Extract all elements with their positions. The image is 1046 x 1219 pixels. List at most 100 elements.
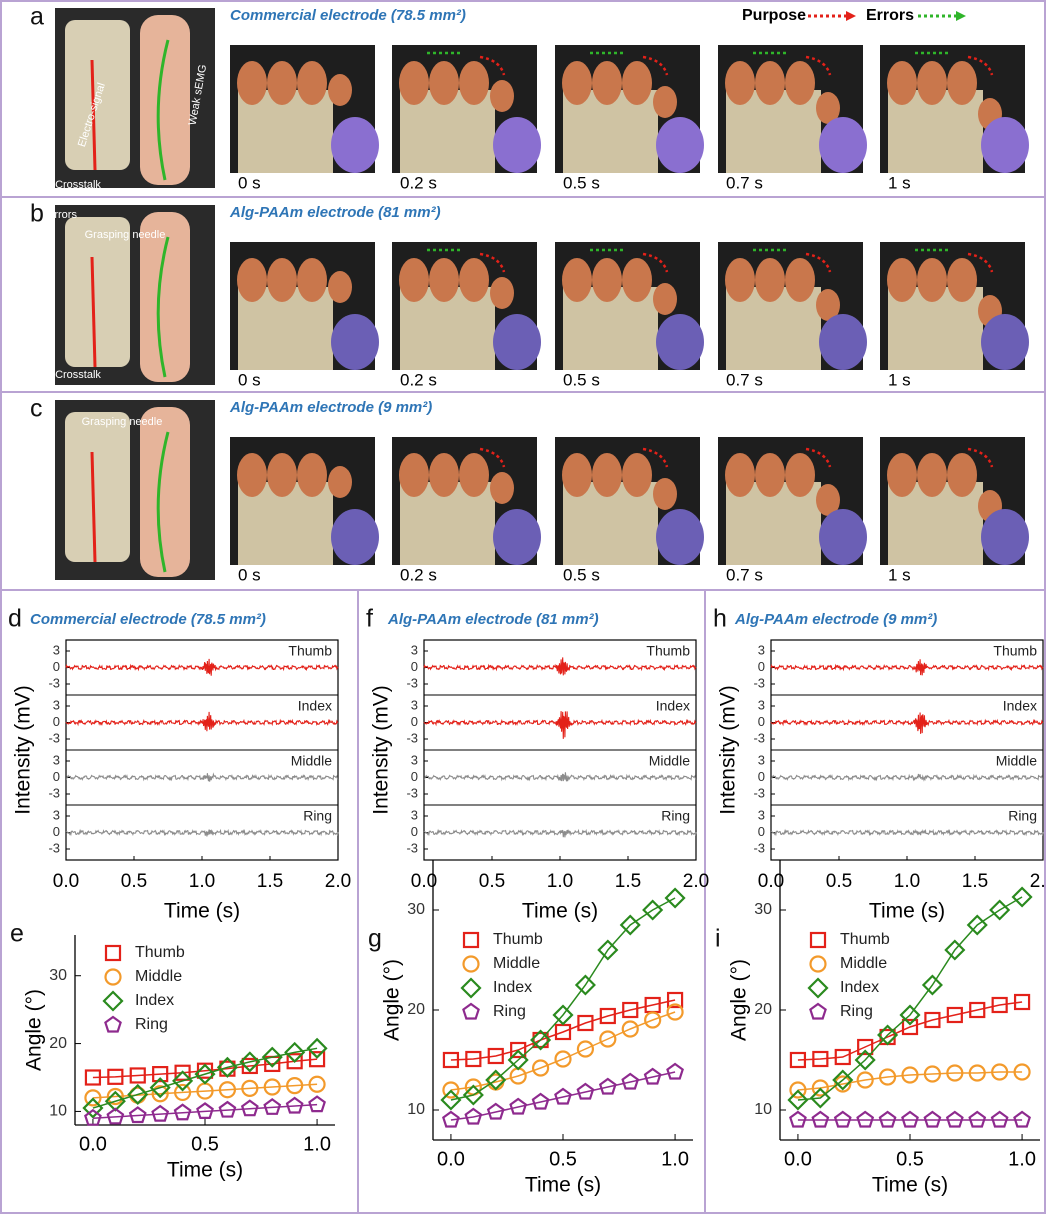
- fingertip: [622, 453, 652, 497]
- time-bg: [230, 371, 375, 391]
- y-axis-label: Angle (°): [23, 989, 46, 1071]
- time-bg: [392, 174, 537, 194]
- marker-pentagon: [968, 1110, 987, 1128]
- fit-line: [797, 1071, 1023, 1091]
- panel-label: f: [366, 605, 373, 633]
- time-label: 0 s: [238, 173, 261, 192]
- x-tick-label: 1.5: [615, 871, 641, 892]
- y-tick-label: -3: [753, 675, 765, 690]
- marker-diamond: [194, 1063, 216, 1085]
- y-tick-label: -3: [406, 840, 418, 855]
- emg-trace: [423, 711, 697, 739]
- x-tick-label: 0.0: [53, 871, 79, 892]
- marker-diamond: [149, 1077, 171, 1099]
- marker-diamond: [104, 1090, 126, 1112]
- marker-pentagon: [263, 1098, 282, 1115]
- marker-diamond: [284, 1041, 306, 1063]
- robot-hand: [65, 217, 130, 367]
- x-tick-label: 1.0: [303, 1133, 331, 1155]
- y-tick-label: 0: [411, 769, 418, 784]
- marker-pentagon: [151, 1104, 170, 1122]
- marker-square: [174, 1064, 191, 1081]
- x-tick-label: 0.5: [121, 871, 147, 892]
- marker-pentagon: [643, 1067, 662, 1085]
- marker-square: [857, 1038, 874, 1056]
- marker-square: [462, 931, 480, 949]
- marker-diamond: [127, 1083, 149, 1106]
- marker-diamond: [460, 977, 482, 999]
- marker-square: [510, 1041, 527, 1059]
- emg-trace: [65, 828, 339, 837]
- marker-diamond: [664, 887, 686, 909]
- y-tick-label: 0: [53, 769, 60, 784]
- marker-diamond: [787, 1089, 809, 1111]
- marker-square: [666, 991, 684, 1009]
- glove: [331, 509, 379, 565]
- marker-diamond: [172, 1070, 194, 1092]
- y-axis-label: Intensity (mV): [370, 685, 393, 815]
- marker-square: [812, 1050, 829, 1068]
- x-axis-label: Time (s): [869, 900, 945, 923]
- time-bg: [392, 371, 537, 391]
- fingertip: [887, 258, 917, 302]
- robot-hand: [65, 20, 130, 170]
- y-tick-label: 3: [758, 697, 765, 712]
- emg-trace: [423, 772, 697, 782]
- marker-circle: [666, 1003, 684, 1021]
- time-label: 0 s: [238, 565, 261, 584]
- panel-label: g: [368, 925, 382, 953]
- marker-pentagon: [811, 1110, 830, 1128]
- fingertip: [490, 80, 514, 112]
- y-tick-label: 20: [754, 1001, 772, 1018]
- y-tick-label: -3: [48, 785, 60, 800]
- fingertip: [328, 271, 352, 303]
- y-tick-label: 30: [754, 901, 772, 918]
- fingertip: [917, 453, 947, 497]
- fingertip: [755, 453, 785, 497]
- y-tick-label: -3: [753, 785, 765, 800]
- marker-circle: [811, 1079, 829, 1097]
- legend-purpose: Purpose: [742, 7, 806, 24]
- marker-square: [104, 944, 122, 962]
- marker-square: [789, 1051, 807, 1069]
- x-tick-label: 2.0: [683, 871, 709, 892]
- y-tick-label: 0: [758, 824, 765, 839]
- y-tick-label: 3: [411, 642, 418, 657]
- emg-trace: [65, 658, 339, 676]
- legend-label: Thumb: [493, 931, 543, 948]
- x-axis-label: Time (s): [164, 900, 240, 923]
- emg-trace: [423, 657, 697, 676]
- x-tick-label: 1.0: [1008, 1148, 1036, 1170]
- marker-diamond: [574, 974, 596, 996]
- photo-annotation: Grasping needle: [82, 416, 163, 428]
- channel-name: Thumb: [646, 643, 690, 659]
- glove: [981, 314, 1029, 370]
- y-axis-label: Angle (°): [381, 959, 404, 1041]
- channel-name: Index: [656, 698, 690, 714]
- time-label: 0.7 s: [726, 565, 763, 584]
- legend-label: Middle: [493, 955, 540, 972]
- fingertip: [887, 453, 917, 497]
- x-tick-label: 1.0: [661, 1148, 689, 1170]
- glove: [819, 117, 867, 173]
- glove: [656, 314, 704, 370]
- x-tick-label: 1.0: [189, 871, 215, 892]
- emg-trace: [770, 659, 1044, 676]
- fingertip: [917, 61, 947, 105]
- photo-annotation: Crosstalk: [55, 369, 101, 381]
- photo-annotation: Crosstalk: [55, 179, 101, 191]
- glove: [981, 117, 1029, 173]
- glove: [493, 314, 541, 370]
- x-tick-label: 0.5: [549, 1148, 577, 1170]
- marker-diamond: [216, 1056, 238, 1078]
- glove: [331, 314, 379, 370]
- time-bg: [880, 174, 1025, 194]
- x-tick-label: 1.5: [257, 871, 283, 892]
- marker-square: [946, 1006, 963, 1024]
- fingertip: [947, 258, 977, 302]
- chart-title: Commercial electrode (78.5 mm²): [30, 611, 266, 628]
- panel-title: Alg-PAAm electrode (81 mm²): [229, 204, 441, 221]
- marker-diamond: [239, 1051, 261, 1073]
- marker-diamond: [82, 1097, 104, 1119]
